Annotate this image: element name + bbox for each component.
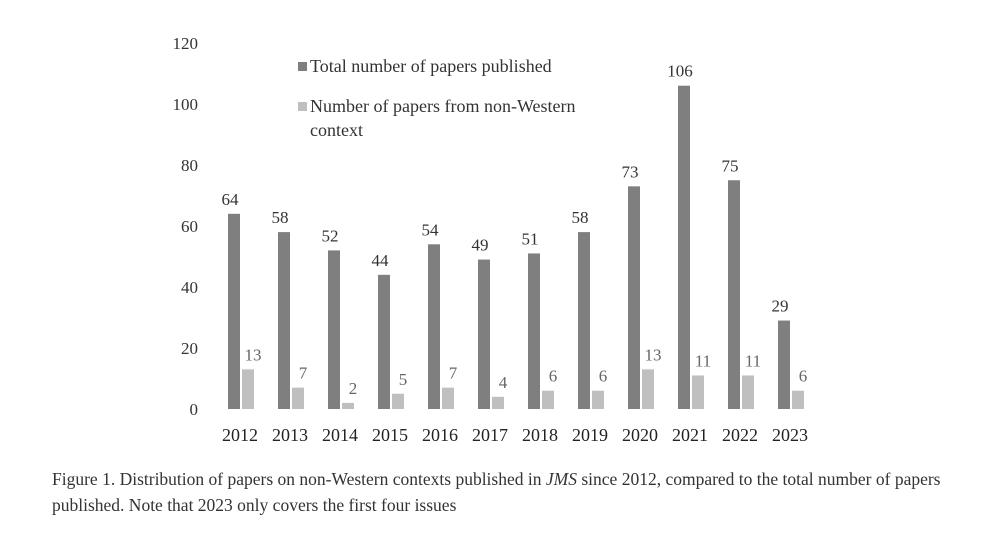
bar-total (678, 85, 690, 409)
legend-label: Total number of papers published (310, 56, 552, 76)
bar-non-western (642, 369, 654, 409)
caption-text: Figure 1. Distribution of papers on non-… (52, 469, 546, 489)
y-tick-label: 0 (190, 400, 199, 419)
data-label: 106 (667, 62, 693, 81)
figure-caption: Figure 1. Distribution of papers on non-… (52, 466, 952, 518)
y-tick-label: 100 (173, 95, 199, 114)
data-label: 11 (745, 351, 761, 370)
data-label: 6 (549, 367, 558, 386)
bar-total (478, 259, 490, 409)
x-tick-label: 2019 (572, 425, 608, 445)
bar-non-western (592, 390, 604, 409)
legend-swatch (298, 102, 307, 111)
bar-non-western (442, 387, 454, 409)
x-tick-label: 2022 (722, 425, 758, 445)
data-label: 29 (772, 297, 789, 316)
data-label: 5 (399, 370, 408, 389)
bar-non-western (292, 387, 304, 409)
data-label: 52 (322, 226, 339, 245)
data-label: 54 (422, 220, 440, 239)
x-tick-label: 2016 (422, 425, 458, 445)
data-label: 11 (695, 351, 711, 370)
data-label: 7 (299, 364, 308, 383)
data-label: 7 (449, 364, 458, 383)
data-label: 13 (245, 345, 262, 364)
bar-total (278, 232, 290, 409)
bar-total (528, 253, 540, 409)
legend-label: Number of papers from non-Western (310, 96, 575, 116)
x-tick-label: 2021 (672, 425, 708, 445)
x-tick-label: 2012 (222, 425, 258, 445)
x-tick-label: 2015 (372, 425, 408, 445)
data-label: 49 (472, 236, 489, 255)
x-tick-label: 2018 (522, 425, 558, 445)
bar-total (628, 186, 640, 409)
bar-non-western (242, 369, 254, 409)
bar-non-western (492, 396, 504, 409)
bar-total (578, 232, 590, 409)
bar-chart: 0204060801001202012641320135872014522201… (173, 34, 809, 445)
bar-non-western (392, 393, 404, 409)
bar-total (778, 320, 790, 409)
x-tick-label: 2023 (772, 425, 808, 445)
bar-total (378, 274, 390, 409)
x-tick-label: 2013 (272, 425, 308, 445)
data-label: 58 (572, 208, 589, 227)
legend-label: context (310, 120, 363, 140)
bar-total (328, 250, 340, 409)
data-label: 4 (499, 373, 508, 392)
x-tick-label: 2017 (472, 425, 508, 445)
data-label: 6 (799, 367, 808, 386)
data-label: 73 (622, 162, 639, 181)
bar-total (428, 244, 440, 409)
y-tick-label: 40 (181, 278, 198, 297)
data-label: 75 (722, 156, 739, 175)
data-label: 2 (349, 379, 358, 398)
bar-total (728, 180, 740, 409)
y-tick-label: 20 (181, 339, 198, 358)
data-label: 58 (272, 208, 289, 227)
bar-non-western (692, 375, 704, 409)
y-tick-label: 80 (181, 156, 198, 175)
x-tick-label: 2014 (322, 425, 358, 445)
legend-swatch (298, 62, 307, 71)
caption-text-end: since 2012, compared to the total number… (52, 469, 941, 515)
caption-journal: JMS (545, 469, 577, 489)
bar-total (228, 213, 240, 409)
bar-non-western (742, 375, 754, 409)
data-label: 44 (372, 251, 390, 270)
data-label: 13 (645, 345, 662, 364)
data-label: 6 (599, 367, 608, 386)
x-tick-label: 2020 (622, 425, 658, 445)
data-label: 51 (522, 229, 539, 248)
data-label: 64 (222, 190, 240, 209)
bar-non-western (792, 390, 804, 409)
y-tick-label: 120 (173, 34, 199, 53)
bar-non-western (342, 402, 354, 409)
bar-non-western (542, 390, 554, 409)
y-tick-label: 60 (181, 217, 198, 236)
